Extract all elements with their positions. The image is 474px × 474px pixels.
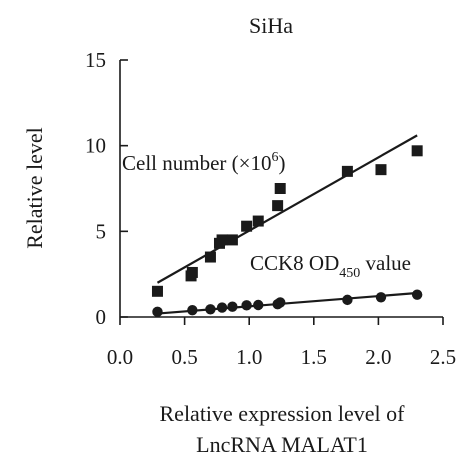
- fit-lines: [156, 134, 418, 315]
- x-tick-label: 0.5: [171, 345, 197, 369]
- series-label-cell-number: Cell number (×106): [122, 150, 285, 175]
- y-axis-label: Relative level: [22, 127, 47, 249]
- cell-number-fit-line: [156, 134, 418, 284]
- x-tick-label: 2.0: [365, 345, 391, 369]
- cell-number-point: [216, 234, 228, 246]
- cck8-point: [342, 294, 353, 306]
- cell-number-point: [341, 165, 353, 177]
- cck8-point: [241, 300, 252, 311]
- x-axis-label-line-1: Relative expression level of: [160, 401, 406, 426]
- y-ticks: 0 5 10 15: [85, 48, 128, 329]
- cell-number-point: [226, 234, 238, 246]
- x-ticks: 0.0 0.5 1.0 1.5 2.0 2.5: [107, 317, 456, 369]
- series-label-cck8: CCK8 OD450 value: [250, 251, 411, 281]
- cell-number-point: [411, 145, 423, 157]
- data-points: [151, 145, 423, 318]
- cell-number-point: [186, 266, 198, 278]
- cell-number-point: [252, 215, 264, 227]
- cell-number-point: [151, 285, 163, 297]
- chart-title: SiHa: [249, 13, 293, 38]
- x-tick-label: 2.5: [430, 345, 456, 369]
- y-tick-label: 0: [96, 305, 107, 329]
- cell-number-label-main: Cell number (×10: [122, 151, 271, 175]
- cck8-fit-line: [157, 291, 418, 315]
- cck8-label-sub: 450: [339, 266, 360, 281]
- cck8-point: [216, 302, 228, 313]
- y-tick-label: 15: [85, 48, 106, 72]
- cck8-label-main: CCK8 OD: [250, 251, 339, 275]
- cck8-label-end: value: [360, 251, 411, 275]
- x-tick-label: 1.5: [301, 345, 327, 369]
- cell-number-label-end: ): [278, 151, 285, 175]
- cck8-point: [411, 289, 423, 300]
- x-tick-label: 1.0: [236, 345, 262, 369]
- cck8-point: [375, 292, 387, 303]
- cell-number-point: [241, 220, 253, 232]
- y-tick-label: 10: [85, 134, 106, 158]
- x-tick-label: 0.0: [107, 345, 133, 369]
- axes: [119, 60, 443, 318]
- cell-number-label-sup: 6: [271, 150, 278, 165]
- cell-number-point: [204, 251, 216, 263]
- cck8-point: [227, 301, 238, 312]
- cck8-point: [205, 304, 216, 315]
- cell-number-point: [375, 164, 387, 176]
- cck8-point: [275, 297, 286, 308]
- cck8-point: [152, 306, 163, 318]
- cck8-point: [187, 304, 198, 316]
- x-axis-label-line-2: LncRNA MALAT1: [196, 432, 368, 457]
- y-tick-label: 5: [96, 219, 107, 243]
- cell-number-point: [274, 183, 286, 194]
- cck8-point: [253, 299, 264, 311]
- cell-number-point: [272, 200, 284, 212]
